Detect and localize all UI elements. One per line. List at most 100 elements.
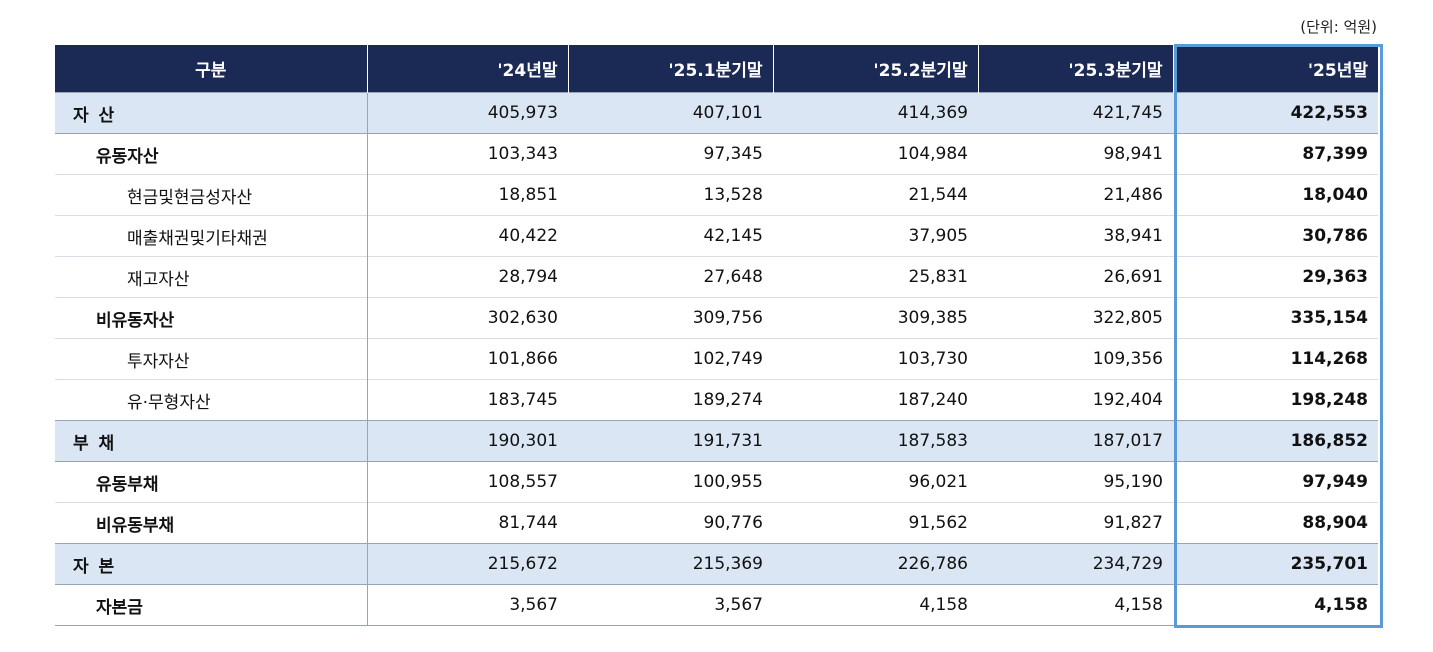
- table-cell: 114,268: [1173, 338, 1378, 380]
- table-cell: 30,786: [1173, 215, 1378, 257]
- table-body: 자 산 405,973 407,101 414,369 421,745 422,553 유동…: [55, 92, 1378, 626]
- table-cell: 190,301: [367, 420, 568, 462]
- table-row: 유동자산 103,343 97,345 104,984 98,941 87,399: [55, 133, 1378, 175]
- table-cell: 189,274: [568, 379, 773, 421]
- row-label: 유동부채: [55, 461, 368, 503]
- table-cell: 100,955: [568, 461, 773, 503]
- table-cell: 4,158: [773, 584, 978, 626]
- table-cell: 309,756: [568, 297, 773, 339]
- table-cell: 37,905: [773, 215, 978, 257]
- table-cell: 215,369: [568, 543, 773, 585]
- table-row: 유·무형자산 183,745 189,274 187,240 192,404 198,24…: [55, 379, 1378, 421]
- table-cell: 13,528: [568, 174, 773, 216]
- table-cell: 187,583: [773, 420, 978, 462]
- table-cell: 215,672: [367, 543, 568, 585]
- table-cell: 18,851: [367, 174, 568, 216]
- table-cell: 108,557: [367, 461, 568, 503]
- table-cell: 25,831: [773, 256, 978, 298]
- table-row: 부 채 190,301 191,731 187,583 187,017 186,852: [55, 420, 1378, 462]
- table-cell: 186,852: [1173, 420, 1378, 462]
- table-cell: 40,422: [367, 215, 568, 257]
- table-cell: 96,021: [773, 461, 978, 503]
- table-cell: 26,691: [978, 256, 1173, 298]
- header-2025-q3: '25.3분기말: [978, 45, 1174, 93]
- table-cell: 98,941: [978, 133, 1173, 175]
- table-cell: 198,248: [1173, 379, 1378, 421]
- table-row: 재고자산 28,794 27,648 25,831 26,691 29,363: [55, 256, 1378, 298]
- row-label: 매출채권및기타채권: [55, 215, 368, 257]
- row-label: 유·무형자산: [55, 379, 368, 421]
- table-cell: 192,404: [978, 379, 1173, 421]
- row-label: 자 본: [55, 543, 368, 585]
- table-cell: 3,567: [367, 584, 568, 626]
- table-row: 매출채권및기타채권 40,422 42,145 37,905 38,941 30,786: [55, 215, 1378, 257]
- table-row: 자본금 3,567 3,567 4,158 4,158 4,158: [55, 584, 1378, 626]
- table-cell: 21,486: [978, 174, 1173, 216]
- header-2024-end: '24년말: [367, 45, 569, 93]
- table-cell: 191,731: [568, 420, 773, 462]
- header-2025-end: '25년말: [1173, 45, 1378, 93]
- table-cell: 91,562: [773, 502, 978, 544]
- row-label: 자 산: [55, 92, 368, 134]
- table-cell: 18,040: [1173, 174, 1378, 216]
- table-row: 투자자산 101,866 102,749 103,730 109,356 114,268: [55, 338, 1378, 380]
- header-2025-q1: '25.1분기말: [568, 45, 774, 93]
- header-row: 구분 '24년말 '25.1분기말 '25.2분기말 '25.3분기말 '25년…: [55, 45, 1378, 93]
- unit-label: (단위: 억원): [1300, 18, 1377, 36]
- table-cell: 235,701: [1173, 543, 1378, 585]
- table-row: 현금및현금성자산 18,851 13,528 21,544 21,486 18,040: [55, 174, 1378, 216]
- header-category: 구분: [55, 45, 368, 93]
- row-label: 유동자산: [55, 133, 368, 175]
- table-cell: 103,730: [773, 338, 978, 380]
- table-cell: 302,630: [367, 297, 568, 339]
- table-cell: 21,544: [773, 174, 978, 216]
- table-cell: 226,786: [773, 543, 978, 585]
- row-label: 현금및현금성자산: [55, 174, 368, 216]
- table-cell: 97,949: [1173, 461, 1378, 503]
- table-cell: 88,904: [1173, 502, 1378, 544]
- table-cell: 104,984: [773, 133, 978, 175]
- table-cell: 4,158: [1173, 584, 1378, 626]
- table-cell: 97,345: [568, 133, 773, 175]
- table-cell: 103,343: [367, 133, 568, 175]
- table-cell: 421,745: [978, 92, 1173, 134]
- table-cell: 102,749: [568, 338, 773, 380]
- table-row: 비유동자산 302,630 309,756 309,385 322,805 335,154: [55, 297, 1378, 339]
- table-cell: 90,776: [568, 502, 773, 544]
- table-cell: 42,145: [568, 215, 773, 257]
- table-cell: 187,017: [978, 420, 1173, 462]
- row-label: 비유동부채: [55, 502, 368, 544]
- table-cell: 28,794: [367, 256, 568, 298]
- table-cell: 407,101: [568, 92, 773, 134]
- table-cell: 27,648: [568, 256, 773, 298]
- row-label: 부 채: [55, 420, 368, 462]
- table-cell: 87,399: [1173, 133, 1378, 175]
- table-row: 자 본 215,672 215,369 226,786 234,729 235,701: [55, 543, 1378, 585]
- table-cell: 101,866: [367, 338, 568, 380]
- table-cell: 234,729: [978, 543, 1173, 585]
- table-cell: 405,973: [367, 92, 568, 134]
- table-cell: 187,240: [773, 379, 978, 421]
- table-cell: 95,190: [978, 461, 1173, 503]
- table-cell: 109,356: [978, 338, 1173, 380]
- table-cell: 29,363: [1173, 256, 1378, 298]
- table-cell: 309,385: [773, 297, 978, 339]
- table-cell: 91,827: [978, 502, 1173, 544]
- table-cell: 3,567: [568, 584, 773, 626]
- table-cell: 38,941: [978, 215, 1173, 257]
- table-row: 자 산 405,973 407,101 414,369 421,745 422,553: [55, 92, 1378, 134]
- table-cell: 4,158: [978, 584, 1173, 626]
- financial-table: 구분 '24년말 '25.1분기말 '25.2분기말 '25.3분기말 '25년…: [55, 45, 1378, 626]
- table-cell: 81,744: [367, 502, 568, 544]
- row-label: 재고자산: [55, 256, 368, 298]
- header-2025-q2: '25.2분기말: [773, 45, 979, 93]
- table-row: 비유동부채 81,744 90,776 91,562 91,827 88,904: [55, 502, 1378, 544]
- row-label: 비유동자산: [55, 297, 368, 339]
- row-label: 투자자산: [55, 338, 368, 380]
- table-cell: 183,745: [367, 379, 568, 421]
- table-row: 유동부채 108,557 100,955 96,021 95,190 97,949: [55, 461, 1378, 503]
- table-cell: 422,553: [1173, 92, 1378, 134]
- row-label: 자본금: [55, 584, 368, 626]
- table-cell: 322,805: [978, 297, 1173, 339]
- table-cell: 335,154: [1173, 297, 1378, 339]
